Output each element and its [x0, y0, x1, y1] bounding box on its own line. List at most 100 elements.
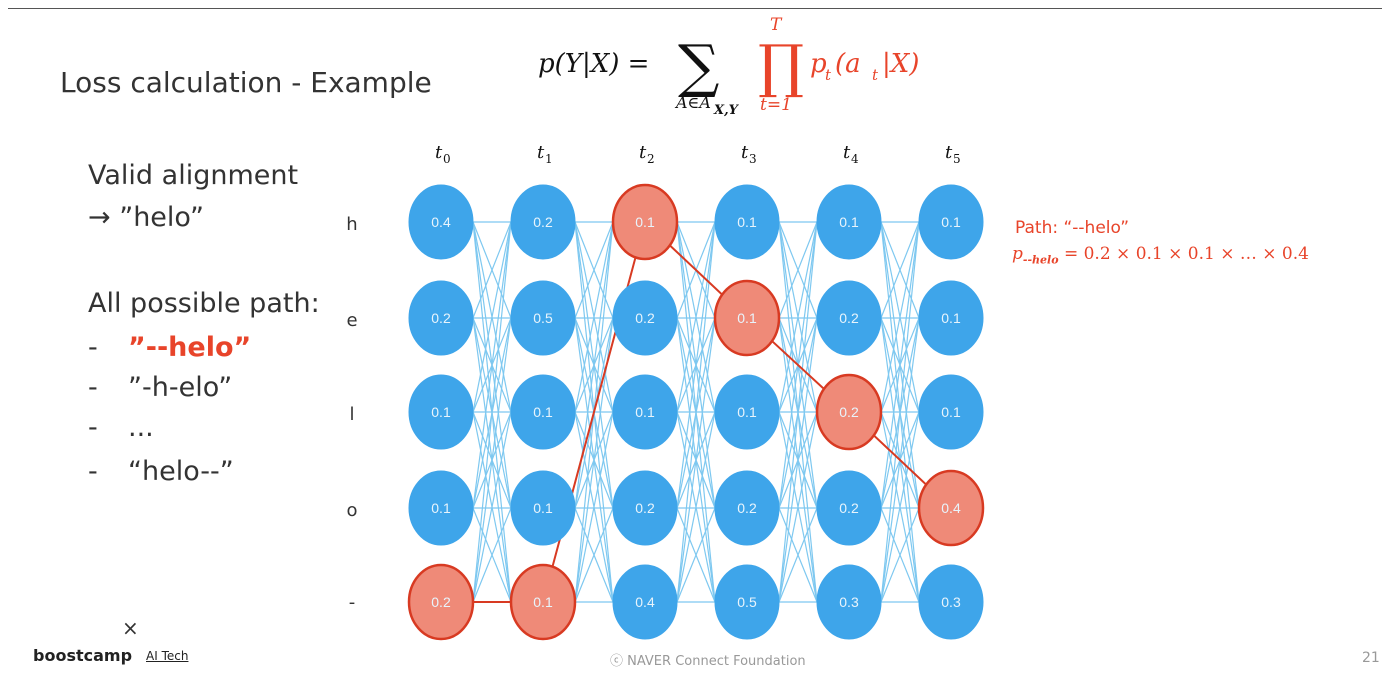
lattice-edge: [778, 221, 818, 603]
lattice-edge: [676, 221, 716, 509]
path-formula-rhs: = 0.2 × 0.1 × 0.1 × … × 0.4: [1063, 244, 1309, 264]
lattice-edge: [574, 507, 614, 603]
lattice-node: [612, 280, 678, 356]
valid-alignment-value: → ”helo”: [88, 202, 204, 233]
lattice-node-highlighted: [509, 563, 577, 641]
lattice-edge: [574, 411, 614, 603]
node-value: 0.1: [737, 404, 757, 420]
page-number: 21: [1362, 650, 1380, 666]
row-label-l: l: [349, 404, 355, 425]
lattice-node-highlighted: [713, 279, 781, 357]
lattice-node: [918, 280, 984, 356]
path-item: ...: [128, 412, 154, 443]
node-value: 0.1: [635, 214, 655, 230]
path-item-dash: -: [88, 372, 98, 403]
node-value: 0.1: [941, 214, 961, 230]
node-value: 0.1: [941, 310, 961, 326]
lattice-edge: [472, 221, 512, 509]
node-value: 0.1: [737, 310, 757, 326]
time-step-index: 0: [443, 152, 451, 166]
time-step-index: 2: [647, 152, 655, 166]
lattice-edge: [778, 507, 818, 603]
product-symbol: ∏: [758, 32, 804, 100]
lattice-node: [612, 564, 678, 640]
time-step-label: t: [741, 142, 749, 163]
copyright-notice: ⓒ NAVER Connect Foundation: [610, 654, 806, 669]
time-step-label: t: [537, 142, 545, 163]
lattice-node-highlighted: [917, 469, 985, 547]
lattice-node: [918, 184, 984, 260]
lattice-node-highlighted: [611, 183, 679, 261]
term-p-sub: t: [825, 66, 832, 84]
ctc-probability-formula: p(Y|X) = ∑ A∈A X,Y T ∏ t=1 p t (a t |X): [538, 15, 919, 118]
path-item-dash: -: [88, 456, 98, 487]
path-note: Path: “--helo”: [1015, 218, 1130, 238]
path-formula-sub: --helo: [1022, 253, 1059, 267]
lattice-edge: [574, 221, 614, 319]
time-step-index: 4: [851, 152, 859, 166]
time-step-index: 5: [953, 152, 961, 166]
term-end: |X): [882, 49, 919, 79]
brand-sub: AI Tech: [146, 649, 189, 663]
time-step-index: 1: [545, 152, 553, 166]
lattice-edge: [574, 221, 614, 413]
possible-paths-heading: All possible path:: [88, 288, 320, 319]
node-value: 0.2: [533, 214, 553, 230]
lattice-edge: [676, 411, 716, 603]
sum-subscript: A∈A: [674, 93, 711, 112]
node-value: 0.5: [737, 594, 757, 610]
path-item-dash: -: [88, 332, 98, 363]
node-value: 0.5: [533, 310, 553, 326]
node-value: 0.1: [941, 404, 961, 420]
path-formula-p: p: [1012, 244, 1023, 264]
row-label-e: e: [346, 310, 358, 331]
row-label-blank: -: [348, 592, 356, 613]
node-value: 0.2: [431, 594, 451, 610]
node-value: 0.1: [533, 404, 553, 420]
lattice-edge: [676, 317, 716, 603]
lattice-node: [408, 280, 474, 356]
sum-symbol: ∑: [678, 32, 719, 100]
lattice-edge: [676, 221, 716, 603]
brand-name: boostcamp: [33, 646, 133, 665]
lattice-edge: [676, 507, 716, 603]
lattice-node: [918, 374, 984, 450]
node-value: 0.1: [737, 214, 757, 230]
lattice-node: [408, 470, 474, 546]
lattice-edge: [472, 507, 512, 603]
top-rule: [8, 8, 1382, 9]
row-label-h: h: [346, 214, 358, 235]
valid-alignment-heading: Valid alignment: [88, 160, 299, 191]
lattice-node: [612, 470, 678, 546]
node-value: 0.2: [635, 310, 655, 326]
path-item-dash: -: [88, 412, 98, 443]
node-value: 0.2: [839, 404, 859, 420]
lattice-edge: [778, 317, 818, 603]
lattice-node: [408, 374, 474, 450]
lattice-node-highlighted: [407, 563, 475, 641]
node-value: 0.2: [839, 500, 859, 516]
node-value: 0.2: [431, 310, 451, 326]
lattice-node: [714, 564, 780, 640]
lattice-edge: [778, 221, 818, 413]
lattice-edge: [472, 411, 512, 603]
time-step-label: t: [945, 142, 953, 163]
lattice-edge: [778, 411, 818, 603]
lattice-edge: [880, 221, 920, 319]
lattice-node: [714, 470, 780, 546]
node-value: 0.1: [839, 214, 859, 230]
lattice-node: [816, 470, 882, 546]
node-value: 0.1: [431, 404, 451, 420]
lattice-edge: [778, 221, 818, 319]
node-value: 0.2: [839, 310, 859, 326]
lattice-node: [510, 374, 576, 450]
product-upper: T: [770, 15, 783, 35]
lattice-edge: [880, 221, 920, 413]
lattice-edge: [472, 221, 512, 413]
time-step-label: t: [639, 142, 647, 163]
time-step-label: t: [843, 142, 851, 163]
product-lower: t=1: [760, 95, 792, 115]
node-value: 0.1: [533, 594, 553, 610]
